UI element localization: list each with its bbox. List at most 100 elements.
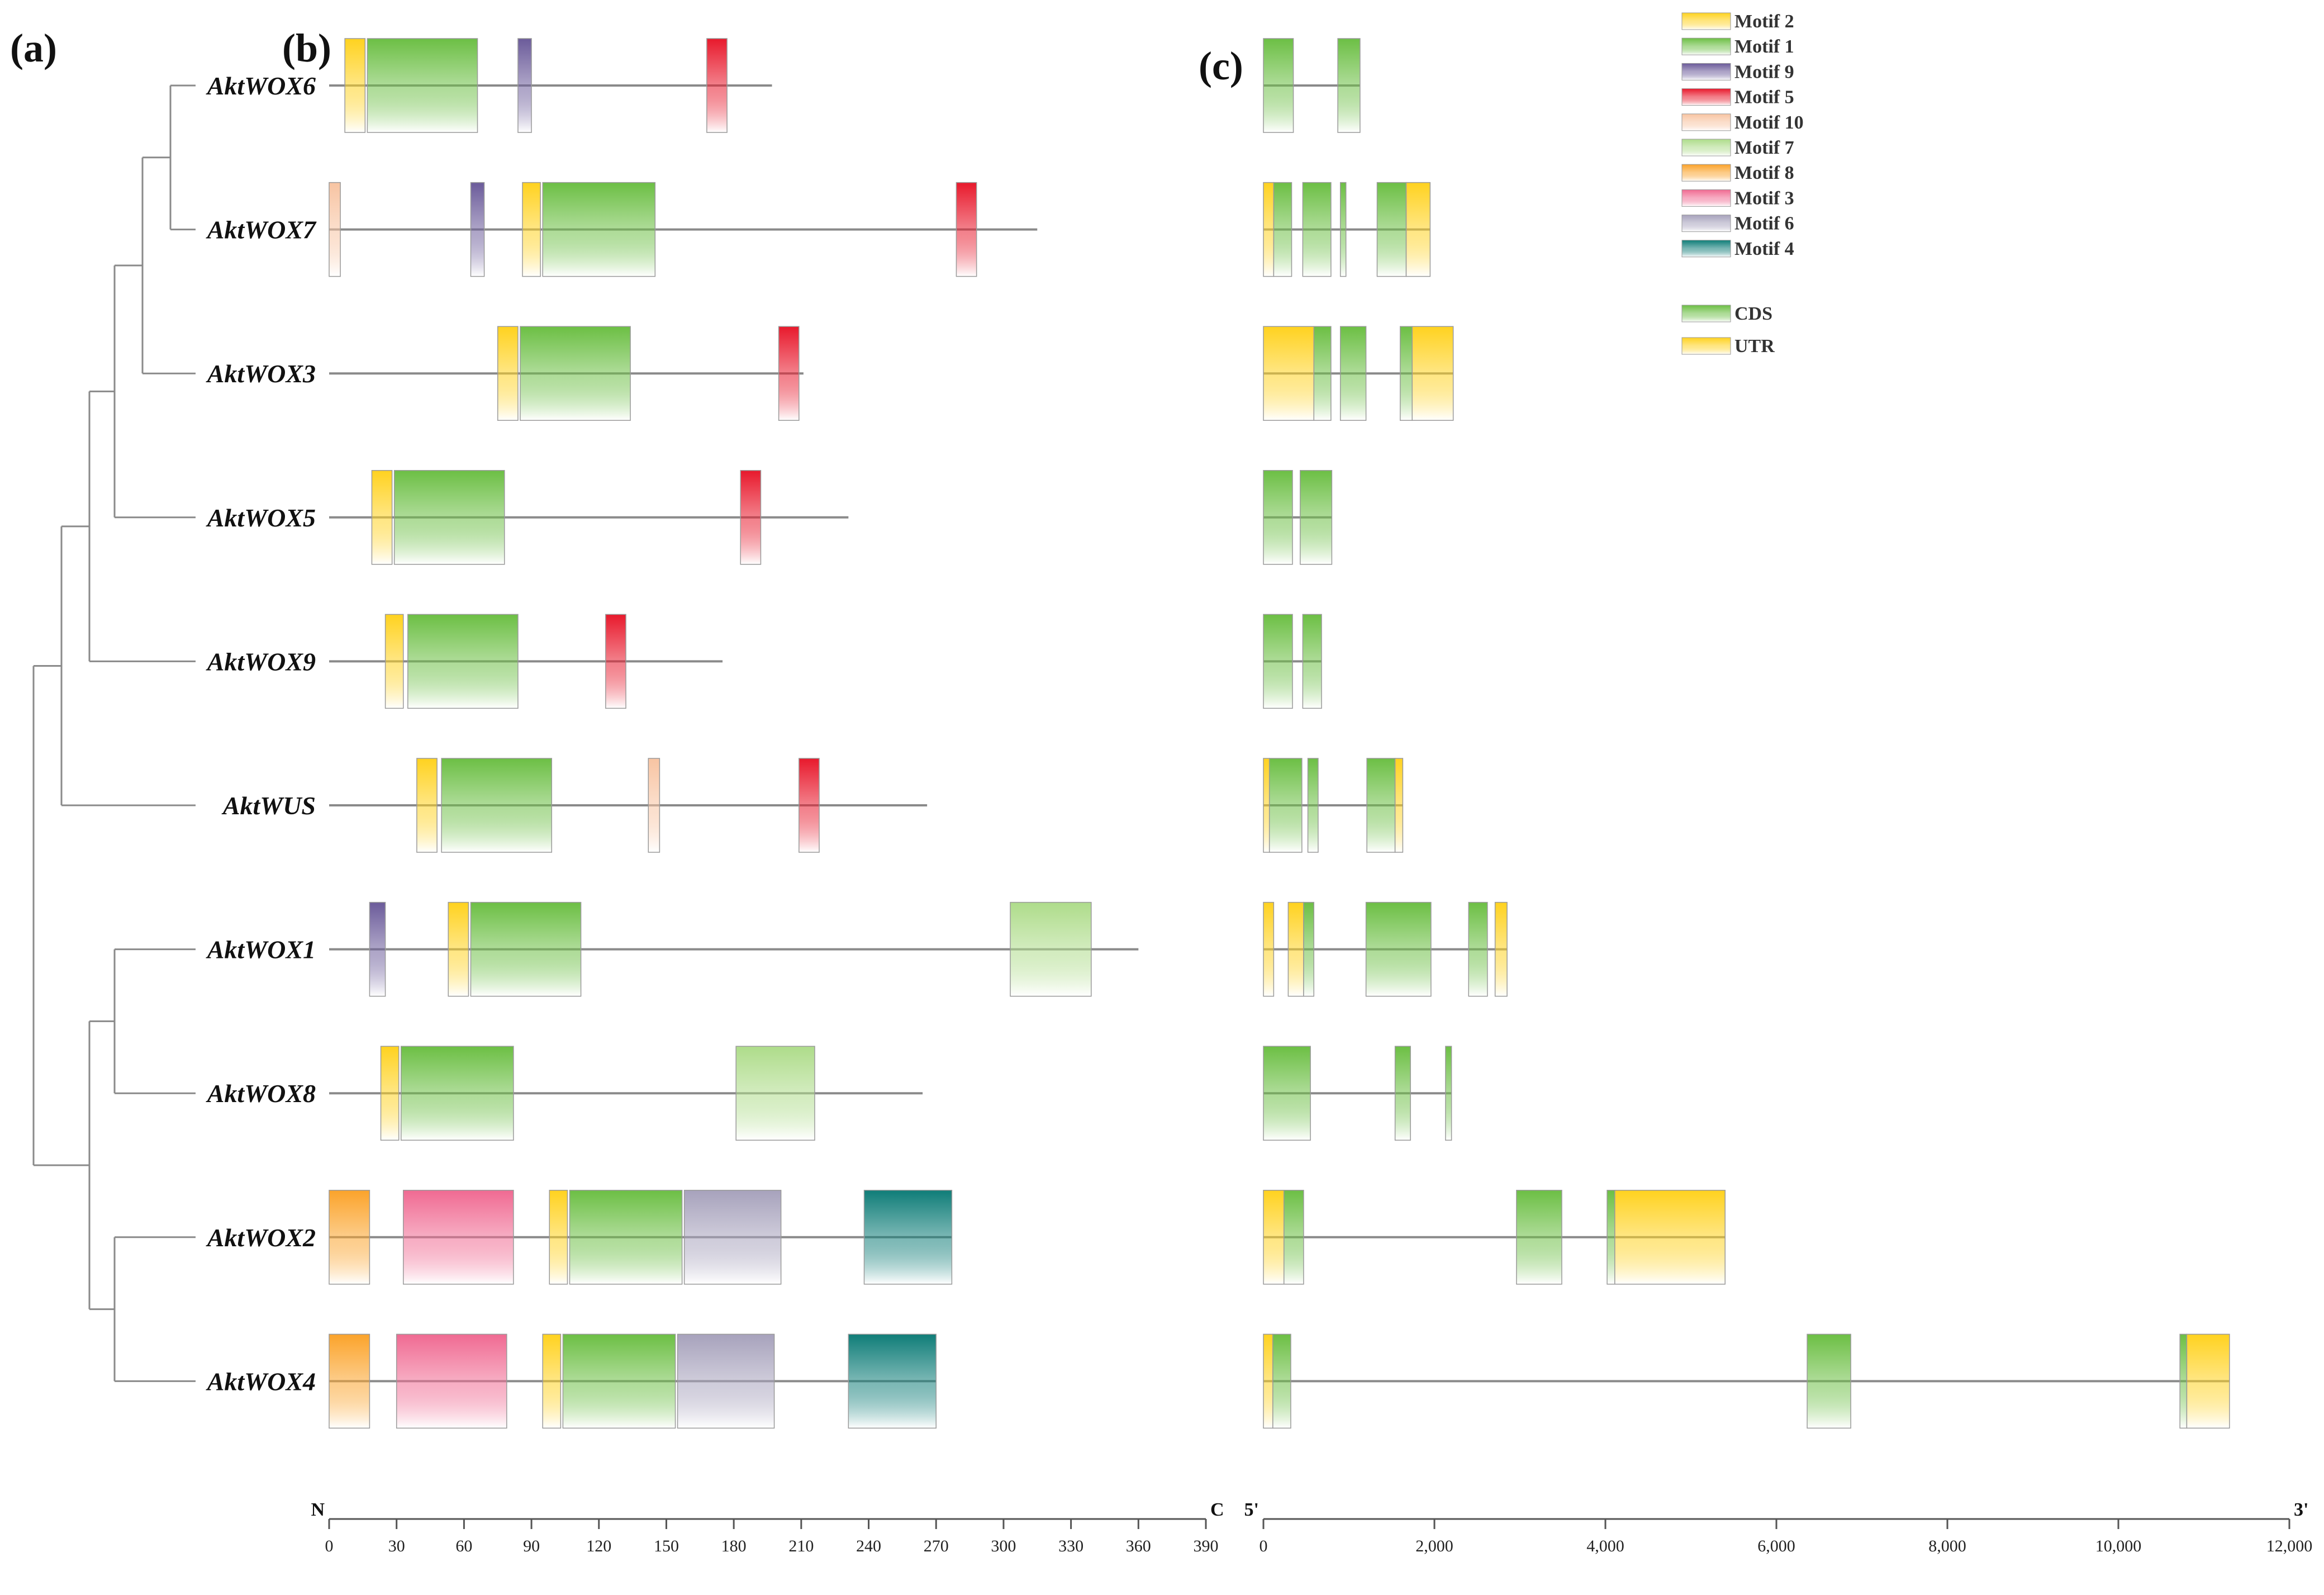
motif-box-motif-2 bbox=[371, 470, 393, 565]
motif-box-motif-7 bbox=[735, 1046, 815, 1141]
motif-box-motif-1 bbox=[400, 1046, 514, 1141]
cds-box bbox=[1302, 182, 1332, 277]
tick-label: 210 bbox=[788, 1537, 814, 1555]
motif-box-motif-4 bbox=[863, 1190, 953, 1285]
motif-box-motif-1 bbox=[520, 326, 631, 421]
motif-box-motif-2 bbox=[384, 614, 404, 709]
cds-box bbox=[1339, 326, 1367, 421]
cds-box bbox=[1394, 1046, 1411, 1141]
gene-label-aktwox8: AktWOX8 bbox=[206, 1079, 316, 1108]
gene-label-aktwox5: AktWOX5 bbox=[206, 504, 316, 532]
legend-swatch-motif-6 bbox=[1681, 215, 1731, 232]
utr-box bbox=[1411, 326, 1454, 421]
legend-swatch-motif-5 bbox=[1681, 88, 1731, 106]
utr-box bbox=[1287, 901, 1304, 997]
motif-box-motif-3 bbox=[396, 1333, 507, 1429]
cds-box bbox=[1376, 182, 1407, 277]
tick-label: 10,000 bbox=[2095, 1537, 2142, 1555]
axis-left-end: N bbox=[311, 1499, 325, 1520]
tick-label: 6,000 bbox=[1757, 1537, 1795, 1555]
motif-box-motif-1 bbox=[441, 758, 553, 853]
axis-right-end: C bbox=[1210, 1499, 1224, 1520]
legend-label-motif-2: Motif 2 bbox=[1734, 11, 1794, 32]
cds-box bbox=[2179, 1333, 2188, 1429]
legend-label-motif-5: Motif 5 bbox=[1734, 87, 1794, 108]
legend-swatch-cds bbox=[1681, 305, 1731, 322]
utr-box bbox=[1263, 1190, 1285, 1285]
motif-box-motif-2 bbox=[448, 901, 469, 997]
utr-box bbox=[2186, 1333, 2230, 1429]
tick-label: 300 bbox=[991, 1537, 1016, 1555]
motif-box-motif-1 bbox=[569, 1190, 683, 1285]
cds-box bbox=[1263, 614, 1293, 709]
tick-label: 30 bbox=[388, 1537, 405, 1555]
motif-box-motif-5 bbox=[778, 326, 800, 421]
structure-axis: 0 2,000 4,000 6,000 8,000 10,000 12,000 5' 3' bbox=[1244, 1499, 2313, 1555]
motif-box-motif-5 bbox=[799, 758, 820, 853]
motif-box-motif-2 bbox=[380, 1046, 400, 1141]
cds-box bbox=[1607, 1190, 1615, 1285]
cds-box bbox=[1263, 470, 1293, 565]
cds-box bbox=[1307, 758, 1319, 853]
tick-label: 120 bbox=[586, 1537, 611, 1555]
motif-box-motif-5 bbox=[706, 38, 728, 133]
gene-label-aktwox6: AktWOX6 bbox=[206, 72, 316, 100]
legend: Motif 2 Motif 1 Motif 9 Motif 5 Motif 10 Moti… bbox=[1681, 11, 1804, 357]
utr-box bbox=[1394, 758, 1404, 853]
axis-right-end: 3' bbox=[2294, 1499, 2308, 1520]
utr-box bbox=[1263, 758, 1270, 853]
cds-box bbox=[1365, 901, 1432, 997]
gene-label-aktwox7: AktWOX7 bbox=[206, 216, 317, 244]
gene-label-aktwus: AktWUS bbox=[221, 791, 316, 820]
motif-box-motif-2 bbox=[542, 1333, 562, 1429]
motif-box-motif-6 bbox=[683, 1190, 782, 1285]
tick-label: 2,000 bbox=[1415, 1537, 1453, 1555]
motif-box-motif-10 bbox=[329, 182, 341, 277]
motif-box-motif-9 bbox=[470, 182, 485, 277]
motif-box-motif-2 bbox=[522, 182, 541, 277]
phylogenetic-tree bbox=[32, 84, 196, 1382]
legend-label-motif-10: Motif 10 bbox=[1734, 112, 1804, 133]
motif-box-motif-1 bbox=[393, 470, 505, 565]
tick-label: 150 bbox=[654, 1537, 679, 1555]
motif-box-motif-6 bbox=[677, 1333, 775, 1429]
gene-label-aktwox4: AktWOX4 bbox=[206, 1367, 316, 1395]
motif-box-motif-1 bbox=[562, 1333, 676, 1429]
legend-label-motif-1: Motif 1 bbox=[1734, 36, 1794, 57]
legend-swatch-motif-1 bbox=[1681, 37, 1731, 55]
motif-box-motif-2 bbox=[344, 38, 366, 133]
motif-box-motif-1 bbox=[367, 38, 478, 133]
motif-box-motif-9 bbox=[517, 38, 532, 133]
legend-swatch-motif-2 bbox=[1681, 12, 1731, 30]
motif-panel bbox=[329, 38, 1139, 1429]
gene-labels: AktWOX6 AktWOX7 AktWOX3 AktWOX5 AktWOX9 AktWU… bbox=[206, 72, 317, 1395]
tick-label: 330 bbox=[1058, 1537, 1083, 1555]
legend-label-motif-8: Motif 8 bbox=[1734, 163, 1794, 183]
tick-label: 270 bbox=[924, 1537, 949, 1555]
utr-box bbox=[1494, 901, 1508, 997]
utr-box bbox=[1263, 326, 1315, 421]
gene-label-aktwox2: AktWOX2 bbox=[206, 1223, 316, 1252]
cds-box bbox=[1366, 758, 1396, 853]
legend-label-motif-4: Motif 4 bbox=[1734, 239, 1794, 259]
cds-box bbox=[1516, 1190, 1562, 1285]
cds-box bbox=[1807, 1333, 1851, 1429]
tick-label: 8,000 bbox=[1928, 1537, 1966, 1555]
tick-label: 180 bbox=[721, 1537, 747, 1555]
tick-label: 390 bbox=[1194, 1537, 1219, 1555]
motif-box-motif-1 bbox=[407, 614, 519, 709]
panel-label-b: (b) bbox=[282, 26, 331, 70]
gene-label-aktwox3: AktWOX3 bbox=[206, 359, 316, 388]
cds-box bbox=[1268, 758, 1303, 853]
cds-box bbox=[1263, 1046, 1311, 1141]
gene-label-aktwox9: AktWOX9 bbox=[206, 647, 316, 676]
utr-box bbox=[1405, 182, 1431, 277]
motif-box-motif-1 bbox=[542, 182, 656, 277]
motif-box-motif-2 bbox=[416, 758, 438, 853]
cds-box bbox=[1400, 326, 1413, 421]
legend-swatch-utr bbox=[1681, 337, 1731, 355]
motif-box-motif-5 bbox=[605, 614, 626, 709]
cds-box bbox=[1272, 1333, 1291, 1429]
motif-box-motif-8 bbox=[329, 1333, 370, 1429]
panel-label-c: (c) bbox=[1199, 44, 1243, 88]
